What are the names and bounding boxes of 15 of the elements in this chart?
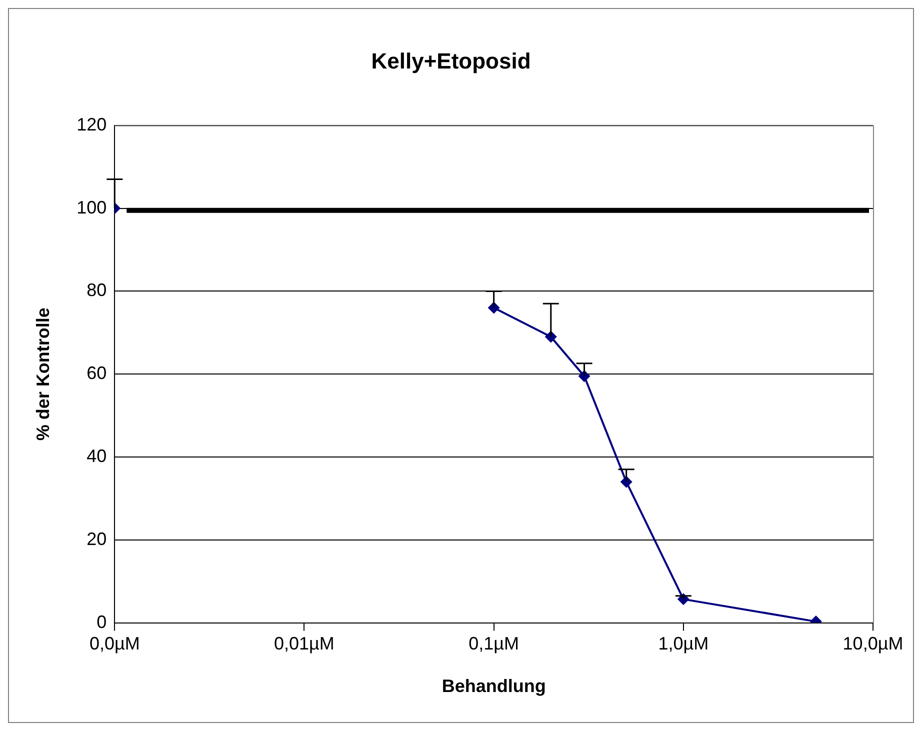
y-tick-label: 80 (86, 280, 107, 300)
y-tick-label: 60 (86, 363, 107, 384)
x-axis-title: Behandlung (442, 676, 546, 696)
chart-title: Kelly+Etoposid (371, 48, 531, 74)
y-tick-label: 40 (86, 446, 107, 466)
y-tick-label: 120 (76, 114, 107, 134)
y-tick-label: 20 (86, 528, 107, 549)
x-tick-label: 0,0µM (89, 634, 140, 654)
y-axis-title: % der Kontrolle (32, 308, 53, 441)
y-tick-label: 0 (96, 612, 107, 632)
x-tick-label: 0,1µM (468, 634, 520, 654)
x-tick-label: 10,0µM (842, 634, 904, 654)
x-tick-label: 1,0µM (658, 634, 709, 654)
y-tick-label: 100 (76, 197, 107, 218)
x-tick-label: 0,01µM (274, 634, 334, 654)
